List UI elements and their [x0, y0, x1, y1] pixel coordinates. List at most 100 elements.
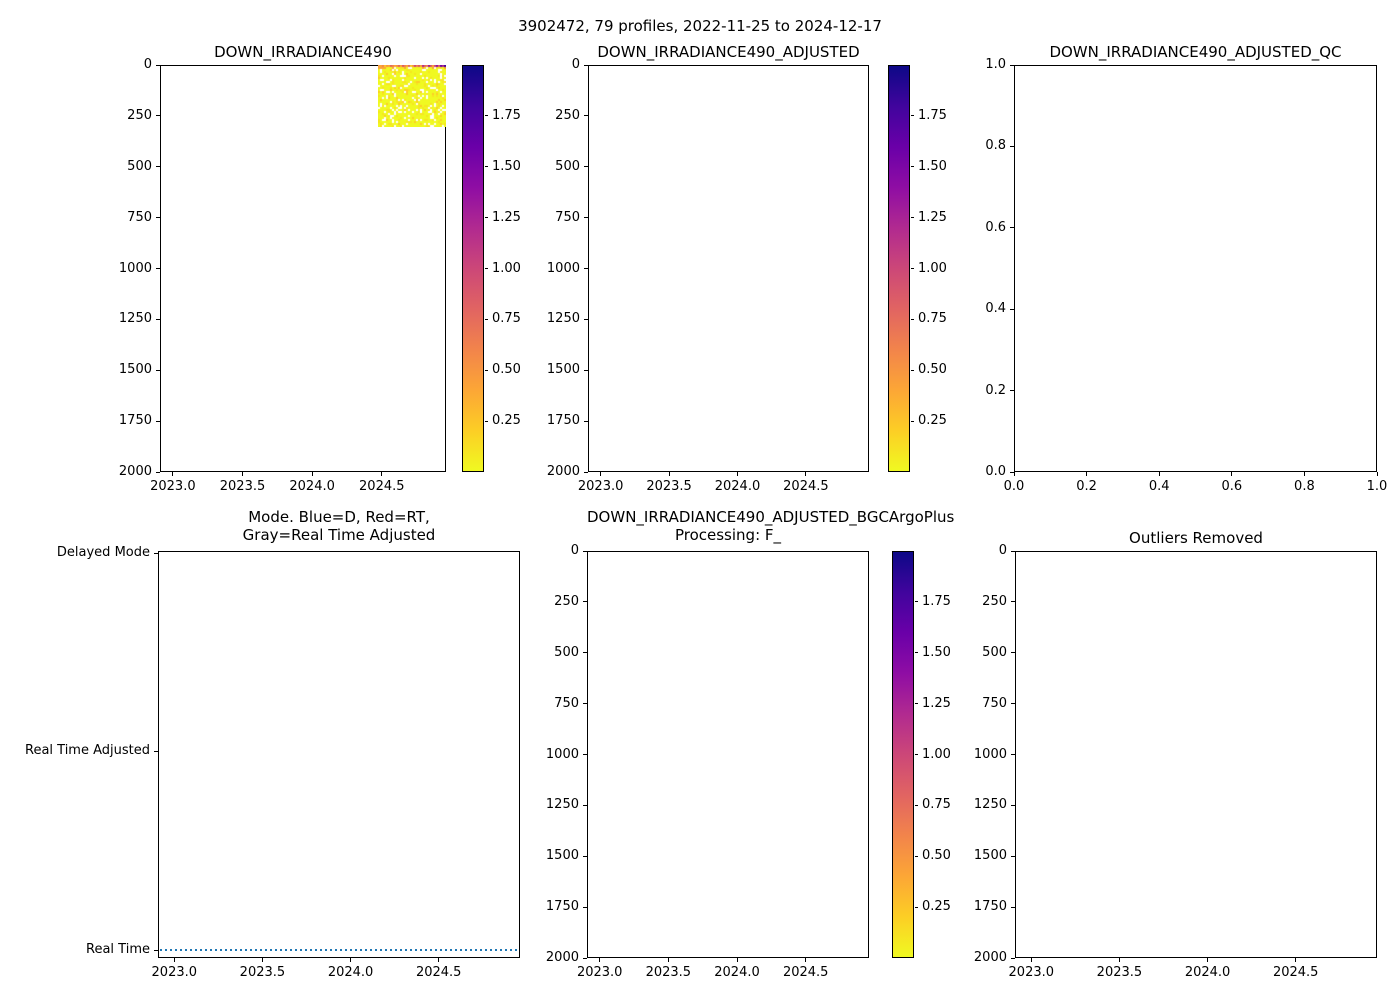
- y-tick-label: 750: [555, 209, 580, 225]
- y-tick-label: 1000: [546, 260, 580, 276]
- y-tick-mark: [156, 369, 160, 371]
- colorbar-tick-label: 1.25: [922, 695, 951, 711]
- colorbar-tick-label: 0.75: [922, 797, 951, 813]
- colorbar-tick-mark: [915, 754, 918, 755]
- y-tick-mark: [156, 318, 160, 320]
- colorbar-tick-label: 1.00: [492, 260, 521, 276]
- colorbar-tick-mark: [915, 703, 918, 705]
- colorbar-down-irradiance490: [462, 65, 484, 472]
- y-tick-mark: [583, 906, 587, 908]
- x-tick-label: 2024.0: [714, 479, 761, 494]
- x-tick-mark: [381, 472, 383, 476]
- x-tick-mark: [1118, 958, 1120, 962]
- x-tick-mark: [668, 472, 670, 476]
- y-tick-mark: [1011, 754, 1015, 755]
- x-tick-label: 2024.5: [359, 479, 405, 494]
- y-tick-label: 750: [982, 695, 1007, 711]
- colorbar-tick-label: 1.75: [492, 107, 521, 123]
- y-tick-mark: [156, 166, 160, 168]
- plot-area-mode: [158, 551, 520, 958]
- y-tick-label: 1250: [545, 797, 579, 813]
- x-tick-label: 2024.0: [714, 965, 760, 980]
- y-tick-mark: [583, 855, 587, 857]
- y-tick-label: 1750: [546, 413, 580, 429]
- y-tick-mark: [583, 652, 587, 654]
- plot-area-outliers-removed: [1015, 551, 1377, 958]
- colorbar-tick-mark: [911, 318, 914, 320]
- x-tick-label: 2024.5: [415, 965, 462, 980]
- y-tick-mark: [1010, 308, 1014, 310]
- colorbar-tick-label: 1.00: [918, 260, 947, 276]
- y-tick-label: 2000: [545, 950, 579, 965]
- colorbar-tick-label: 1.50: [918, 158, 947, 174]
- y-tick-label: 1500: [546, 362, 580, 378]
- y-tick-label: Real Time: [86, 942, 150, 958]
- y-tick-label: 0.4: [985, 301, 1006, 317]
- colorbar-tick-label: 1.75: [918, 107, 947, 123]
- y-tick-mark: [1011, 855, 1015, 857]
- colorbar-tick-label: 0.75: [492, 311, 521, 327]
- y-tick-label: 1750: [973, 899, 1007, 915]
- colorbar-tick-label: 0.75: [918, 311, 947, 327]
- y-tick-mark: [583, 703, 587, 705]
- colorbar-tick-mark: [485, 369, 488, 371]
- x-tick-mark: [1158, 472, 1160, 476]
- y-tick-label: Delayed Mode: [56, 545, 150, 561]
- subplot-title-mode-line1: Mode. Blue=D, Red=RT,: [248, 508, 430, 526]
- x-tick-label: 2023.5: [239, 965, 286, 980]
- y-tick-label: Real Time Adjusted: [25, 743, 150, 759]
- x-tick-label: 0.4: [1148, 479, 1170, 494]
- x-tick-label: 2023.0: [150, 479, 196, 494]
- x-tick-mark: [736, 958, 738, 962]
- y-tick-label: 0: [998, 543, 1007, 558]
- x-tick-label: 1.0: [1366, 479, 1388, 494]
- figure-title: 3902472, 79 profiles, 2022-11-25 to 2024…: [518, 17, 882, 35]
- y-tick-mark: [1011, 550, 1015, 552]
- subplot-title-bgcargoplus: DOWN_IRRADIANCE490_ADJUSTED_BGCArgoPlus …: [587, 508, 954, 544]
- x-tick-label: 2024.0: [327, 965, 374, 980]
- y-tick-mark: [156, 217, 160, 219]
- x-tick-label: 2023.5: [645, 965, 692, 980]
- y-tick-label: 0: [571, 57, 580, 72]
- y-tick-label: 1500: [545, 848, 579, 864]
- x-tick-mark: [805, 958, 807, 962]
- real-time-mode-dotted-line: [160, 949, 518, 952]
- colorbar-tick-label: 1.25: [918, 209, 947, 225]
- x-tick-label: 2023.0: [1008, 965, 1055, 980]
- irradiance-heatmap: [378, 65, 446, 127]
- y-tick-mark: [154, 750, 158, 752]
- x-tick-mark: [599, 958, 601, 962]
- y-tick-label: 1500: [973, 848, 1007, 864]
- colorbar-tick-label: 0.25: [492, 413, 521, 429]
- y-tick-mark: [583, 957, 587, 959]
- x-tick-mark: [261, 958, 263, 962]
- y-tick-mark: [154, 949, 158, 951]
- x-tick-mark: [1303, 472, 1305, 476]
- y-tick-mark: [583, 754, 587, 755]
- x-tick-mark: [805, 472, 807, 476]
- x-tick-mark: [172, 472, 174, 476]
- y-tick-mark: [584, 268, 588, 269]
- y-tick-mark: [156, 420, 160, 422]
- x-tick-mark: [350, 958, 352, 962]
- colorbar-tick-label: 1.25: [492, 209, 521, 225]
- y-tick-mark: [156, 471, 160, 473]
- y-tick-label: 0.8: [985, 138, 1006, 154]
- y-tick-label: 0: [570, 543, 579, 558]
- subplot-title-mode: Mode. Blue=D, Red=RT, Gray=Real Time Adj…: [158, 508, 520, 544]
- y-tick-label: 2000: [118, 464, 152, 479]
- colorbar-tick-mark: [485, 420, 488, 422]
- y-tick-mark: [584, 115, 588, 117]
- y-tick-label: 1000: [118, 260, 152, 276]
- y-tick-label: 500: [127, 158, 152, 174]
- y-tick-label: 250: [554, 593, 579, 609]
- colorbar-tick-mark: [915, 906, 918, 908]
- y-tick-label: 1250: [546, 311, 580, 327]
- y-tick-label: 1250: [973, 797, 1007, 813]
- x-tick-mark: [667, 958, 669, 962]
- y-tick-mark: [156, 115, 160, 117]
- x-tick-label: 2024.5: [783, 479, 829, 494]
- x-tick-mark: [736, 472, 738, 476]
- y-tick-label: 0.6: [985, 219, 1006, 235]
